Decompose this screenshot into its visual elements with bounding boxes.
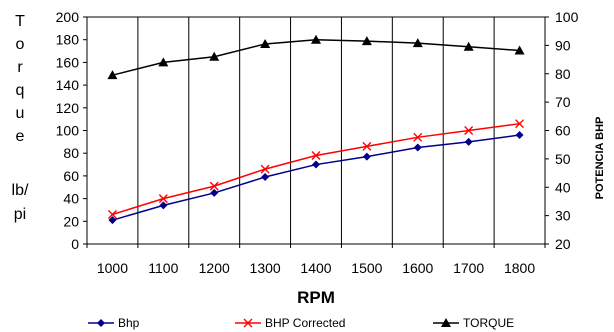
y-tick-label: 60 [63, 168, 79, 184]
marker-stroke [311, 150, 321, 160]
marker-stroke [260, 164, 270, 174]
y-tick-label: 40 [63, 191, 79, 207]
legend-item-bhp-corrected: BHP Corrected [235, 316, 345, 330]
y-tick-label: 100 [56, 123, 80, 139]
legend-label: TORQUE [463, 316, 514, 330]
y-axis-unit-label: lb/ [12, 182, 29, 199]
y-axis-label-char: q [16, 82, 25, 99]
series-layer [107, 34, 525, 225]
data-point-torque [260, 38, 271, 48]
y-tick-label: 80 [63, 145, 79, 161]
marker-stroke [243, 318, 253, 328]
data-point-torque [463, 41, 474, 51]
y2-tick-label: 100 [555, 9, 579, 25]
y2-tick-label: 90 [555, 37, 571, 53]
data-point-bhp-corrected [158, 194, 168, 204]
data-point-bhp-corrected [209, 181, 219, 191]
data-point-torque [107, 70, 118, 80]
data-point-bhp-corrected [362, 141, 372, 151]
data-point-bhp-corrected [260, 164, 270, 174]
data-point-bhp [159, 201, 168, 210]
data-point-bhp-corrected [311, 150, 321, 160]
data-point-torque [209, 51, 220, 61]
y2-tick-label: 30 [555, 208, 571, 224]
y2-tick-label: 70 [555, 94, 571, 110]
y-tick-label: 20 [63, 213, 79, 229]
left-axis-ticks: 0 20 40 60 80 100 120 140 160 180 200 [56, 9, 87, 252]
y2-tick-label: 60 [555, 123, 571, 139]
y-tick-label: 160 [56, 54, 80, 70]
data-point-bhp-corrected [515, 119, 525, 129]
data-point-torque [412, 38, 423, 48]
data-point-torque [514, 45, 525, 55]
legend: Bhp BHP Corrected TORQUE [88, 316, 514, 330]
marker-stroke [515, 119, 525, 129]
marker-stroke [209, 181, 219, 191]
x-axis-ticks: 1000 1100 1200 1300 1400 1500 1600 1700 1800 [86, 244, 546, 276]
y-axis-label-char: o [16, 36, 25, 53]
y2-tick-label: 20 [555, 236, 571, 252]
data-point-bhp [362, 152, 371, 161]
x-tick-label: 1200 [199, 260, 230, 276]
data-point-bhp [413, 143, 422, 152]
x-tick-label: 1700 [453, 260, 484, 276]
y-tick-label: 0 [71, 236, 79, 252]
data-point-bhp-corrected [107, 209, 117, 219]
marker-stroke [464, 126, 474, 135]
y-tick-label: 120 [56, 100, 80, 116]
y-axis-label-char: T [15, 13, 25, 30]
y2-tick-label: 50 [555, 151, 571, 167]
legend-label: Bhp [118, 316, 140, 330]
legend-item-torque: TORQUE [433, 316, 514, 330]
x-tick-label: 1100 [148, 260, 178, 276]
data-point-bhp-corrected [413, 132, 423, 142]
marker-stroke [362, 141, 372, 151]
right-axis-title: POTENCIA BHP [594, 117, 606, 200]
y-tick-label: 180 [56, 32, 80, 48]
legend-label: BHP Corrected [265, 316, 345, 330]
legend-marker [243, 318, 253, 328]
x-tick-label: 1000 [97, 260, 128, 276]
right-axis-ticks: 20 30 40 50 60 70 80 90 100 [545, 9, 579, 252]
legend-marker [441, 318, 451, 327]
data-point-bhp-corrected [464, 126, 474, 135]
data-point-torque [361, 36, 372, 46]
legend-marker [97, 319, 105, 327]
series-line-bhp [112, 134, 520, 221]
plot-area-frame [86, 16, 546, 245]
data-point-bhp [464, 137, 473, 146]
y-axis-label-char: e [16, 128, 25, 145]
y-tick-label: 200 [56, 9, 80, 25]
marker-stroke [158, 194, 168, 204]
series-line-bhp-corrected [112, 122, 520, 216]
vertical-gridlines [137, 17, 495, 244]
data-point-bhp [515, 131, 524, 140]
x-tick-label: 1400 [300, 260, 331, 276]
y-axis-label-char: u [16, 105, 25, 122]
x-axis-title: RPM [297, 288, 335, 307]
marker-stroke [107, 209, 117, 219]
x-tick-label: 1500 [351, 260, 382, 276]
series-line-torque [112, 38, 520, 76]
data-point-bhp [261, 173, 270, 182]
x-tick-label: 1300 [250, 260, 281, 276]
y-tick-label: 140 [56, 77, 80, 93]
legend-item-bhp: Bhp [88, 316, 140, 330]
x-tick-label: 1600 [402, 260, 433, 276]
marker-stroke [413, 132, 423, 142]
y-axis-unit-label: pi [14, 206, 26, 223]
y2-tick-label: 40 [555, 179, 571, 195]
data-point-bhp [108, 216, 117, 225]
data-point-torque [158, 57, 169, 67]
data-point-bhp [210, 188, 219, 197]
x-tick-label: 1800 [504, 260, 535, 276]
data-point-torque [311, 34, 321, 44]
y-axis-label-char: r [17, 59, 23, 76]
data-point-bhp [312, 160, 320, 169]
y2-tick-label: 80 [555, 66, 571, 82]
